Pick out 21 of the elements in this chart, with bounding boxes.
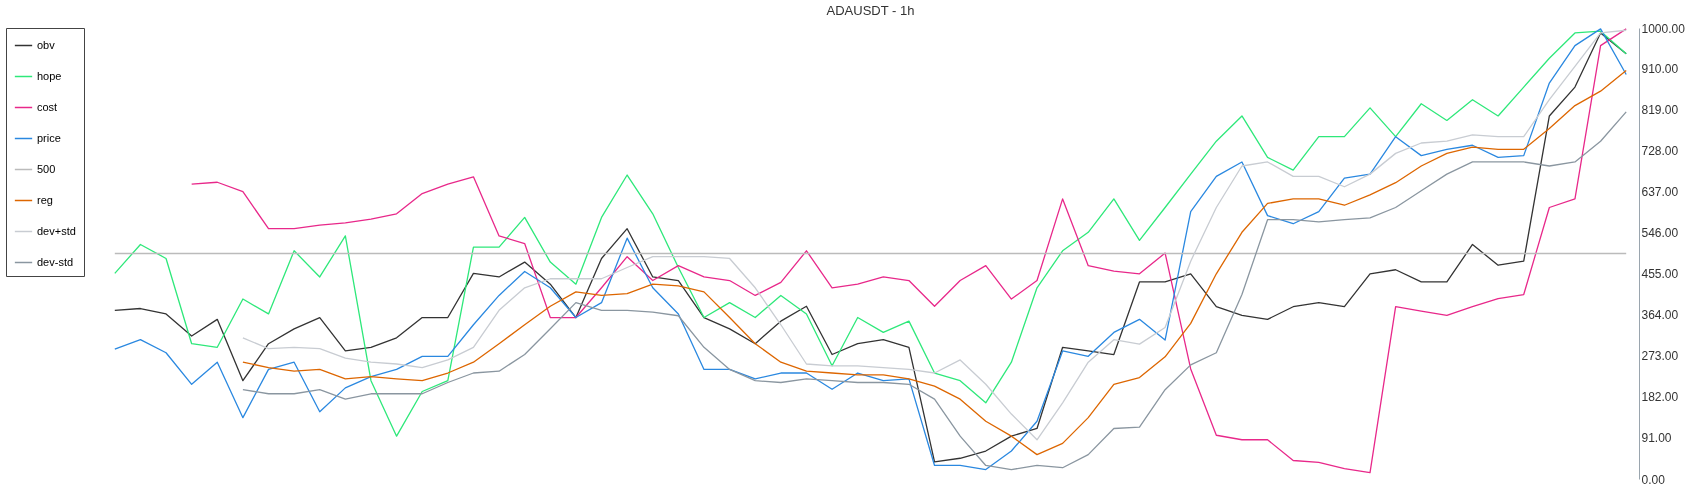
y-tick-label: 273.00 — [1641, 349, 1679, 364]
y-tick-label: 91.00 — [1641, 431, 1672, 446]
y-tick-label: 546.00 — [1641, 226, 1679, 241]
chart-title: ADAUSDT - 1h — [826, 3, 915, 18]
y-tick-label: 910.00 — [1641, 62, 1679, 77]
legend-label: 500 — [37, 162, 56, 175]
y-tick-label: 364.00 — [1641, 308, 1679, 323]
legend-label: obv — [37, 38, 56, 51]
y-tick-label: 728.00 — [1641, 144, 1679, 159]
legend-label: dev-std — [37, 255, 74, 268]
legend-label: price — [37, 131, 61, 144]
y-tick-label: 455.00 — [1641, 267, 1679, 282]
y-tick-label: 0.00 — [1641, 472, 1666, 487]
y-tick-label: 637.00 — [1641, 185, 1679, 200]
legend-label: hope — [37, 69, 62, 82]
legend-label: cost — [37, 100, 58, 113]
y-tick-label: 182.00 — [1641, 390, 1679, 405]
legend-label: dev+std — [37, 224, 76, 237]
y-tick-label: 819.00 — [1641, 103, 1679, 118]
legend-label: reg — [37, 193, 53, 206]
y-tick-label: 1000.00 — [1641, 21, 1686, 36]
